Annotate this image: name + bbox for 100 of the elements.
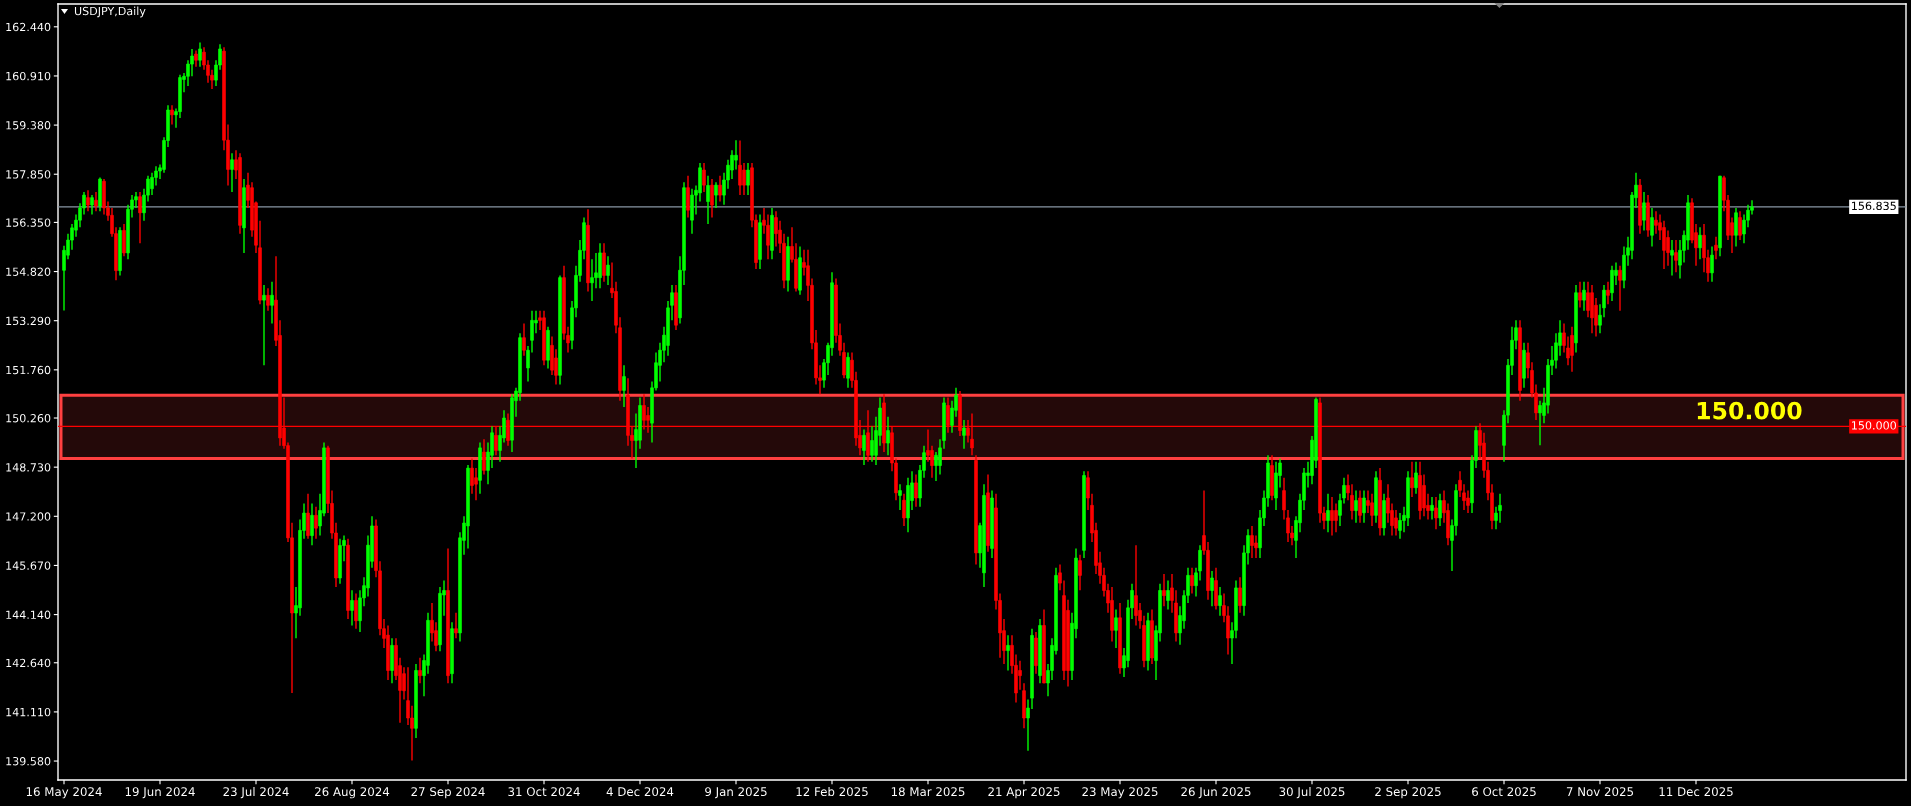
candlestick <box>1370 493 1374 527</box>
candlestick <box>962 419 966 450</box>
candlestick <box>86 189 90 212</box>
x-tick-label: 23 May 2025 <box>1082 787 1158 799</box>
candlestick <box>622 364 626 408</box>
candlestick <box>1710 245 1714 283</box>
candlestick <box>1674 239 1678 273</box>
candlestick <box>1326 493 1330 534</box>
candlestick <box>522 322 526 357</box>
candlestick <box>418 656 422 685</box>
candlestick <box>1586 281 1590 318</box>
y-tick-label: 150.260 <box>6 413 51 423</box>
candlestick <box>846 351 850 389</box>
x-tick-label: 27 Sep 2024 <box>411 787 485 799</box>
candlestick <box>1190 566 1194 595</box>
candlestick <box>122 223 126 257</box>
candlestick <box>1354 489 1358 524</box>
candlestick <box>170 104 174 126</box>
candlestick <box>262 284 266 367</box>
candlestick <box>1166 579 1170 611</box>
candlestick <box>1578 281 1582 309</box>
candlestick <box>1414 461 1418 495</box>
candlestick <box>1362 489 1366 524</box>
y-tick-label: 160.910 <box>6 71 51 81</box>
chart-title: USDJPY,Daily <box>74 6 146 18</box>
x-tick-label: 18 Mar 2025 <box>891 787 965 797</box>
candlestick <box>710 178 714 219</box>
candlestick <box>1334 502 1338 534</box>
candlestick <box>314 505 318 540</box>
candlestick <box>1410 461 1414 498</box>
candlestick <box>746 162 750 196</box>
candlestick <box>1114 608 1118 649</box>
candlestick <box>602 242 606 283</box>
y-tick-label: 147.200 <box>6 512 51 521</box>
x-tick-label: 31 Oct 2024 <box>508 787 580 797</box>
candlestick <box>870 425 874 463</box>
y-tick-label: 153.290 <box>6 316 51 326</box>
candlestick <box>1610 265 1614 302</box>
band-label: 150.000 <box>1697 401 1802 420</box>
candlestick <box>862 428 866 466</box>
x-tick-label: 30 Jul 2025 <box>1279 786 1345 799</box>
candlestick <box>310 502 314 546</box>
candlestick <box>1218 586 1222 617</box>
x-tick-label: 19 Jun 2024 <box>125 787 195 799</box>
candlestick <box>1538 399 1542 447</box>
candlestick <box>1734 207 1738 248</box>
y-tick-label: 151.760 <box>6 365 51 375</box>
candlestick <box>482 438 486 476</box>
candlestick <box>1162 573 1166 607</box>
candlestick <box>1430 496 1434 521</box>
candlestick <box>1434 496 1438 530</box>
candlestick <box>1698 226 1702 261</box>
y-tick-label: 145.670 <box>6 561 51 570</box>
candlestick <box>1714 236 1718 261</box>
x-tick-label: 6 Oct 2025 <box>1472 787 1536 797</box>
y-tick-label: 154.820 <box>6 267 51 276</box>
candlestick <box>1738 210 1742 241</box>
candlestick <box>1650 207 1654 248</box>
y-tick-label: 156.350 <box>6 218 51 227</box>
x-tick-label: 23 Jul 2024 <box>223 786 289 799</box>
x-tick-label: 7 Nov 2025 <box>1566 787 1634 797</box>
candlestick <box>306 493 310 540</box>
candlestick <box>454 611 458 640</box>
candlestick <box>1642 191 1646 232</box>
candlestick <box>266 287 270 312</box>
candlestick <box>1238 576 1242 614</box>
candlestick <box>1358 489 1362 524</box>
x-tick-label: 2 Sep 2025 <box>1375 787 1441 799</box>
candlestick <box>354 592 358 630</box>
y-tick-label: 142.640 <box>6 658 51 668</box>
x-tick-label: 21 Apr 2025 <box>988 787 1060 799</box>
candlestick <box>1210 570 1214 607</box>
candlestick <box>934 451 938 482</box>
x-tick-label: 26 Jun 2025 <box>1181 787 1251 799</box>
candlestick <box>94 191 98 212</box>
candlestick <box>718 175 722 203</box>
x-tick-label: 4 Dec 2024 <box>606 787 674 797</box>
x-tick-label: 26 Aug 2024 <box>315 787 390 799</box>
candlestick <box>1330 496 1334 537</box>
candlestick <box>738 139 742 196</box>
candlestick <box>270 281 274 325</box>
y-tick-label: 157.850 <box>6 170 51 179</box>
candlestick <box>1134 544 1138 627</box>
candlestick <box>1606 281 1610 306</box>
candlestick <box>926 428 930 463</box>
candlestick <box>1618 265 1622 312</box>
candlestick <box>1250 525 1254 559</box>
candlestick <box>1422 473 1426 517</box>
candlestick <box>706 175 710 225</box>
y-tick-label: 139.580 <box>6 757 51 766</box>
candlestick <box>1078 554 1082 591</box>
candlestick <box>1018 660 1022 691</box>
candlestick <box>1570 326 1574 373</box>
ref-line-label: 150.000 <box>1852 421 1897 430</box>
candlestick <box>902 493 906 527</box>
x-tick-label: 9 Jan 2025 <box>705 787 767 799</box>
y-tick-label: 148.730 <box>6 463 51 472</box>
candlestick <box>606 255 610 286</box>
candlestick <box>350 589 354 627</box>
candlestick <box>1006 634 1010 672</box>
